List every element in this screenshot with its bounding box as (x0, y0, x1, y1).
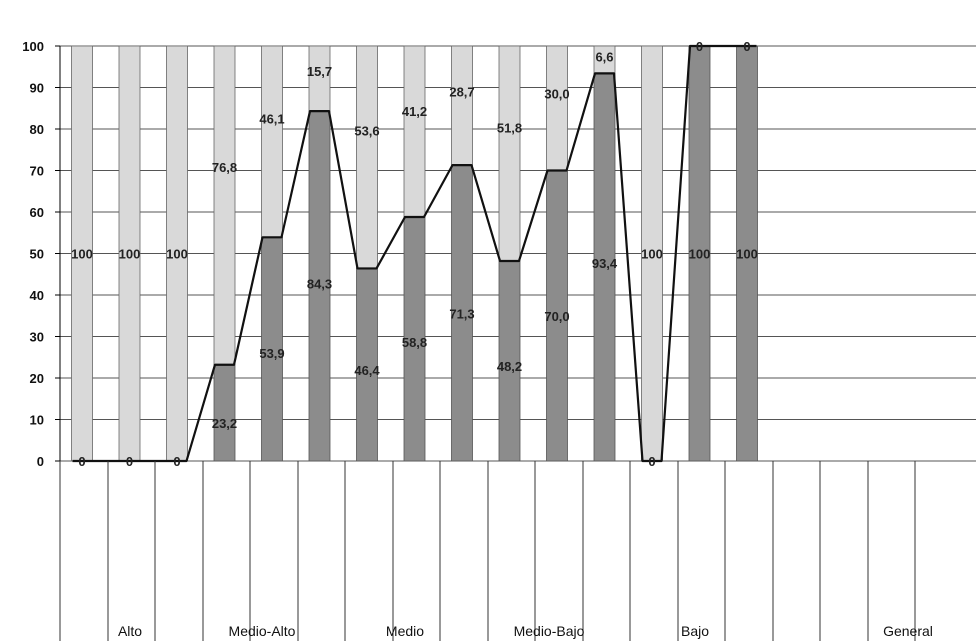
data-label-bottom: 70,0 (544, 309, 569, 324)
data-label-top: 6,6 (595, 49, 613, 64)
y-tick-label: 10 (30, 413, 44, 428)
data-label-bottom: 23,2 (212, 416, 237, 431)
data-label-top: 100 (71, 247, 93, 262)
data-label-bottom: 53,9 (259, 346, 284, 361)
bar-segment-top (261, 45, 283, 238)
y-tick-label: 20 (30, 371, 44, 386)
y-axis: 0 10 20 30 40 50 60 70 80 90 100 (22, 39, 61, 469)
data-label-bottom: 84,3 (307, 277, 332, 292)
data-label-top: 0 (696, 39, 703, 54)
data-label-bottom: 46,4 (354, 363, 380, 378)
data-label-top: 100 (641, 247, 663, 262)
data-label-top: 76,8 (212, 160, 237, 175)
y-tick-label: 80 (30, 122, 44, 137)
data-label-top: 15,7 (307, 64, 332, 79)
trend-lines (72, 44, 757, 463)
y-tick-label: 0 (37, 454, 44, 469)
y-tick-label: 100 (22, 39, 44, 54)
group-label: General (883, 623, 933, 639)
trend-line (72, 44, 757, 463)
bars (71, 45, 758, 462)
data-label-bottom: 100 (736, 247, 758, 262)
data-label-top: 41,2 (402, 104, 427, 119)
bar-segment-top (403, 45, 426, 218)
y-tick-label: 50 (30, 247, 44, 262)
group-label: Alto (118, 623, 142, 639)
bar-segment-top (451, 45, 473, 166)
group-label: Medio (386, 623, 424, 639)
data-label-top: 46,1 (259, 112, 284, 127)
data-labels: 0 100 0 100 0 100 23,2 76,8 53,9 46,1 84,3 15,7 46,4… (71, 39, 758, 469)
y-tick-label: 90 (30, 81, 44, 96)
data-label-top: 28,7 (449, 84, 474, 99)
data-label-bottom: 0 (78, 454, 85, 469)
data-label-bottom: 93,4 (592, 256, 618, 271)
data-label-top: 100 (119, 247, 141, 262)
bar-segment-bottom (213, 364, 236, 462)
data-label-top: 30,0 (544, 86, 569, 101)
y-tick-label: 40 (30, 288, 44, 303)
data-label-bottom: 0 (126, 454, 133, 469)
group-label: Bajo (681, 623, 709, 639)
category-table: Alto Medio-Alto Medio Medio-Bajo Bajo General (59, 461, 933, 641)
y-tick-label: 30 (30, 330, 44, 345)
y-tick-label: 60 (30, 205, 44, 220)
bar-segment-top (213, 45, 236, 366)
data-label-top: 51,8 (497, 121, 522, 136)
data-label-bottom: 100 (689, 247, 711, 262)
data-label-bottom: 48,2 (497, 359, 522, 374)
data-label-top: 53,6 (354, 124, 379, 139)
data-label-bottom: 71,3 (449, 306, 474, 321)
data-label-bottom: 58,8 (402, 335, 427, 350)
bar-segment-top (356, 45, 378, 269)
data-label-top: 0 (743, 39, 750, 54)
data-label-bottom: 0 (648, 454, 655, 469)
group-label: Medio-Bajo (514, 623, 585, 639)
data-label-bottom: 0 (173, 454, 180, 469)
group-label: Medio-Alto (229, 623, 296, 639)
y-tick-label: 70 (30, 164, 44, 179)
data-label-top: 100 (166, 247, 188, 262)
bar-segment-top (546, 45, 568, 171)
bar-segment-top (498, 45, 521, 262)
